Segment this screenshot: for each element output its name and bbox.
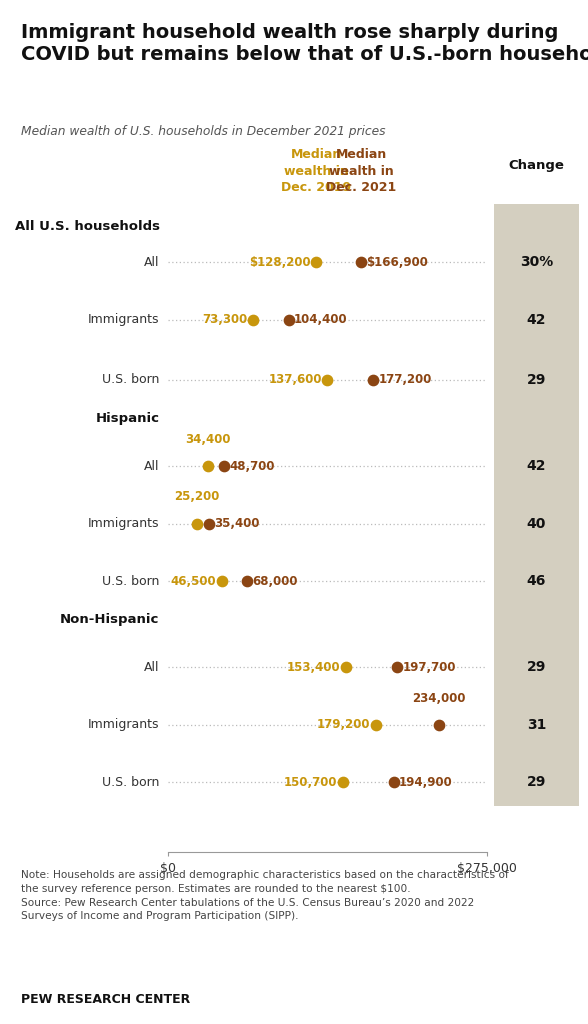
- Text: 29: 29: [527, 660, 546, 675]
- Text: Immigrants: Immigrants: [88, 313, 159, 327]
- Text: 104,400: 104,400: [294, 313, 348, 327]
- Text: 137,600: 137,600: [269, 374, 322, 386]
- Text: Change: Change: [509, 159, 564, 172]
- Point: [323, 372, 332, 388]
- Text: 31: 31: [527, 718, 546, 732]
- Text: Median wealth of U.S. households in December 2021 prices: Median wealth of U.S. households in Dece…: [21, 125, 385, 138]
- Point: [371, 717, 380, 733]
- Point: [357, 254, 366, 270]
- Text: U.S. born: U.S. born: [102, 374, 159, 386]
- Text: Non-Hispanic: Non-Hispanic: [60, 613, 159, 626]
- Point: [203, 458, 212, 474]
- Text: 73,300: 73,300: [202, 313, 248, 327]
- Text: 29: 29: [527, 373, 546, 387]
- Text: 34,400: 34,400: [185, 433, 230, 445]
- Text: Hispanic: Hispanic: [96, 412, 159, 425]
- Text: 177,200: 177,200: [379, 374, 432, 386]
- Text: $128,200: $128,200: [249, 256, 311, 269]
- Point: [369, 372, 378, 388]
- Point: [312, 254, 321, 270]
- Text: Note: Households are assigned demographic characteristics based on the character: Note: Households are assigned demographi…: [21, 870, 509, 922]
- Text: 35,400: 35,400: [214, 517, 259, 530]
- Text: Median
wealth in
Dec. 2021: Median wealth in Dec. 2021: [326, 148, 396, 195]
- Text: 46,500: 46,500: [171, 574, 216, 588]
- Text: 25,200: 25,200: [174, 490, 219, 504]
- Point: [219, 458, 229, 474]
- Text: 197,700: 197,700: [402, 660, 456, 674]
- Point: [284, 311, 293, 328]
- Point: [341, 659, 350, 676]
- Point: [204, 515, 213, 531]
- Point: [389, 774, 399, 791]
- Text: 194,900: 194,900: [399, 776, 453, 788]
- Text: 153,400: 153,400: [287, 660, 340, 674]
- Text: All: All: [144, 460, 159, 472]
- Point: [392, 659, 402, 676]
- Text: 40: 40: [527, 516, 546, 530]
- Text: All: All: [144, 256, 159, 269]
- Text: $166,900: $166,900: [366, 256, 429, 269]
- Text: U.S. born: U.S. born: [102, 574, 159, 588]
- Text: 46: 46: [527, 574, 546, 588]
- Point: [435, 717, 444, 733]
- Text: 179,200: 179,200: [317, 719, 370, 731]
- Text: 48,700: 48,700: [229, 460, 275, 472]
- Text: PEW RESEARCH CENTER: PEW RESEARCH CENTER: [21, 992, 190, 1006]
- Text: All: All: [144, 660, 159, 674]
- Point: [248, 311, 258, 328]
- Point: [242, 572, 251, 589]
- Text: 42: 42: [527, 313, 546, 327]
- Text: All U.S. households: All U.S. households: [15, 220, 159, 232]
- Text: 42: 42: [527, 459, 546, 473]
- Point: [338, 774, 348, 791]
- Text: 234,000: 234,000: [413, 692, 466, 705]
- Point: [192, 515, 202, 531]
- Point: [217, 572, 226, 589]
- Text: U.S. born: U.S. born: [102, 776, 159, 788]
- Text: 29: 29: [527, 775, 546, 790]
- Text: Immigrant household wealth rose sharply during
COVID but remains below that of U: Immigrant household wealth rose sharply …: [21, 23, 588, 65]
- Text: 30%: 30%: [520, 255, 553, 269]
- Text: Immigrants: Immigrants: [88, 719, 159, 731]
- Text: 68,000: 68,000: [252, 574, 298, 588]
- Text: Immigrants: Immigrants: [88, 517, 159, 530]
- Text: 150,700: 150,700: [284, 776, 338, 788]
- Text: Median
wealth in
Dec. 2019: Median wealth in Dec. 2019: [282, 148, 352, 195]
